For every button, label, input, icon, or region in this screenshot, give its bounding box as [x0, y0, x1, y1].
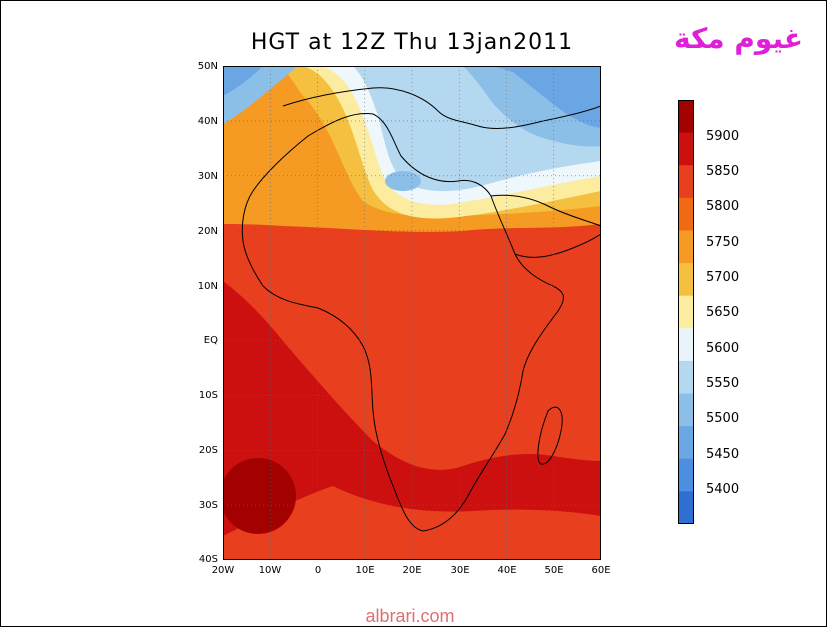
lat-label: 50N	[197, 61, 218, 72]
colorbar-label: 5400	[706, 482, 740, 497]
colorbar-swatch	[678, 165, 694, 199]
colorbar-label: 5750	[706, 235, 740, 250]
colorbar-swatch	[678, 100, 694, 134]
colorbar-swatch	[678, 360, 694, 395]
colorbar-swatch	[678, 426, 694, 460]
colorbar-label: 5450	[706, 447, 740, 462]
colorbar-label: 5500	[706, 411, 740, 426]
lat-label: 10N	[197, 281, 218, 292]
coastline	[241, 112, 564, 532]
lon-label: 30E	[450, 565, 470, 576]
colorbar-swatch	[678, 132, 694, 166]
colorbar-swatch	[678, 328, 694, 362]
lon-label: 40E	[497, 565, 517, 576]
lon-label: 10W	[258, 565, 282, 576]
contour-band-5450	[493, 66, 601, 128]
lat-label: 30S	[198, 500, 218, 511]
lon-label: 0	[314, 565, 322, 576]
colorbar-swatch	[678, 393, 694, 427]
arabian-peninsula	[490, 194, 601, 258]
madagascar	[537, 406, 563, 465]
lat-label: 30N	[197, 171, 218, 182]
contour-low-center	[385, 171, 421, 191]
lon-label: 20E	[402, 565, 422, 576]
lat-label: 10S	[198, 390, 218, 401]
lat-label: 20N	[197, 226, 218, 237]
lat-label: EQ	[203, 335, 218, 346]
lat-label: 20S	[198, 445, 218, 456]
lat-label: 40N	[197, 116, 218, 127]
credit-text: albrari.com	[365, 606, 455, 626]
colorbar-swatch	[678, 263, 694, 297]
colorbar-label: 5550	[706, 376, 740, 391]
colorbar-swatch	[678, 458, 694, 492]
lat-label: 40S	[198, 554, 218, 565]
colorbar-swatch	[678, 295, 694, 329]
geopotential-height-map	[223, 66, 601, 560]
lon-label: 20W	[211, 565, 235, 576]
lon-label: 60E	[591, 565, 611, 576]
colorbar-label: 5700	[706, 270, 740, 285]
colorbar-label: 5850	[706, 164, 740, 179]
lon-label: 50E	[544, 565, 564, 576]
colorbar-swatch	[678, 491, 694, 524]
lon-label: 10E	[355, 565, 375, 576]
map-border	[223, 66, 601, 560]
colorbar-label: 5900	[706, 129, 740, 144]
colorbar-border	[678, 100, 694, 524]
contour-band-nw-inner	[223, 66, 263, 96]
colorbar-swatch	[678, 197, 694, 231]
colorbar-label: 5650	[706, 305, 740, 320]
colorbar	[678, 100, 694, 524]
colorbar-swatch	[678, 230, 694, 264]
map-title: HGT at 12Z Thu 13jan2011	[250, 30, 574, 55]
arabic-caption: غيوم مكة	[674, 22, 803, 55]
contour-band-5900	[223, 458, 296, 534]
colorbar-label: 5800	[706, 199, 740, 214]
colorbar-label: 5600	[706, 341, 740, 356]
